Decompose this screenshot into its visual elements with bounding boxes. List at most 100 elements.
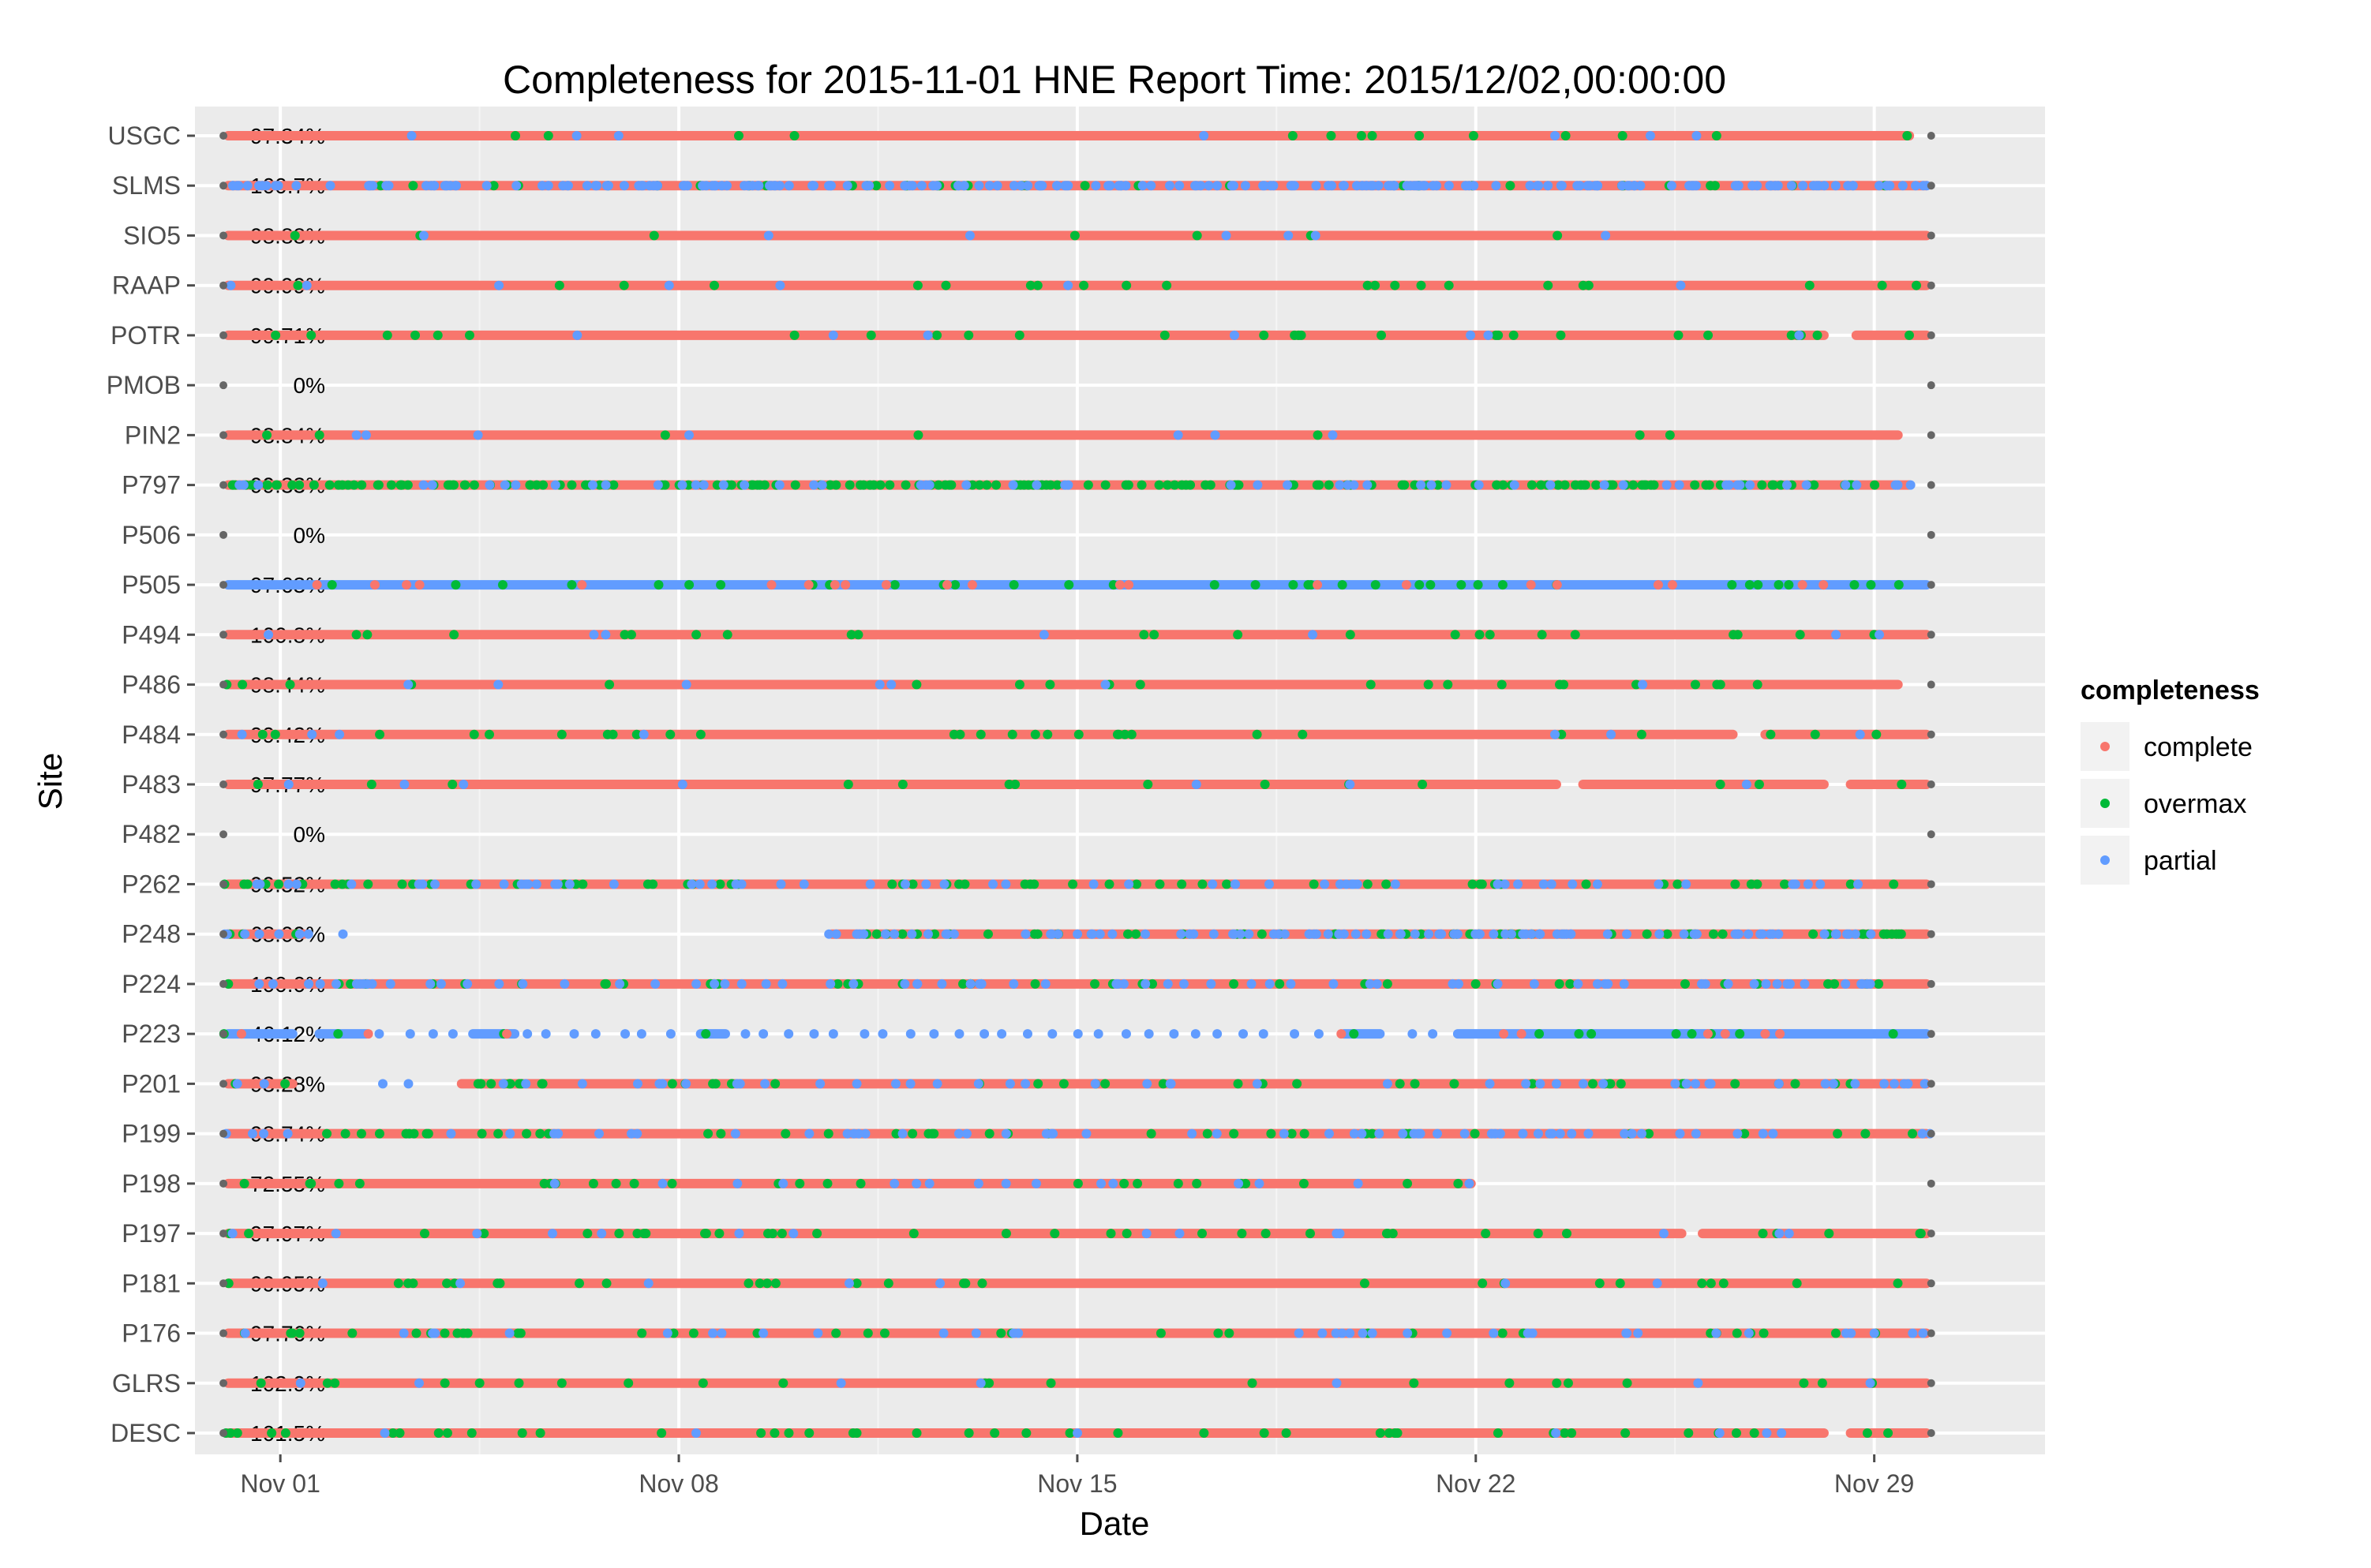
partial-point — [924, 480, 935, 490]
complete-point — [236, 1029, 246, 1039]
overmax-point — [1233, 630, 1243, 640]
partial-point — [1063, 280, 1073, 290]
overmax-point — [1370, 280, 1380, 290]
partial-point — [500, 480, 510, 490]
overmax-point — [451, 580, 461, 590]
overmax-point — [1526, 480, 1537, 490]
overmax-point — [1874, 979, 1884, 989]
overmax-point — [976, 729, 986, 739]
partial-point — [1253, 480, 1263, 490]
overmax-point — [515, 1328, 526, 1338]
overmax-point — [1014, 330, 1024, 340]
partial-point — [1550, 729, 1560, 739]
partial-point — [1732, 480, 1743, 490]
overmax-point — [1570, 630, 1580, 640]
overmax-point — [532, 480, 542, 490]
partial-point — [695, 879, 705, 889]
overmax-point — [908, 879, 918, 889]
partial-point — [923, 330, 933, 340]
overmax-point — [238, 679, 248, 690]
overmax-point — [855, 480, 865, 490]
partial-point — [1741, 780, 1751, 789]
overmax-point — [1159, 330, 1170, 340]
partial-point — [731, 879, 741, 889]
end-endpoint — [1927, 1279, 1935, 1288]
partial-point — [1785, 979, 1795, 989]
overmax-point — [1133, 1178, 1143, 1188]
partial-point — [1820, 1079, 1830, 1089]
overmax-point — [1790, 1079, 1800, 1089]
partial-point — [1308, 630, 1318, 640]
partial-point — [549, 1178, 560, 1188]
overmax-point — [1744, 580, 1755, 590]
end-endpoint — [1927, 530, 1935, 539]
overmax-point — [1752, 679, 1762, 690]
start-endpoint — [219, 1179, 228, 1188]
overmax-point — [1871, 729, 1882, 739]
overmax-point — [1878, 929, 1889, 939]
partial-point — [1578, 1079, 1588, 1089]
y-tick-label: P797 — [122, 471, 181, 500]
partial-point — [1328, 430, 1338, 440]
overmax-point — [1149, 630, 1159, 640]
partial-point — [1567, 1128, 1577, 1139]
partial-point — [1744, 1328, 1754, 1338]
overmax-point — [1324, 480, 1334, 490]
overmax-point — [1636, 729, 1646, 739]
complete-point — [830, 580, 840, 590]
partial-point — [307, 729, 317, 739]
partial-point — [590, 1029, 601, 1039]
overmax-point — [442, 1278, 452, 1289]
partial-point — [1509, 480, 1519, 490]
overmax-point — [1690, 679, 1700, 690]
legend: completeness complete overmax partial — [2081, 675, 2260, 885]
overmax-point — [1365, 679, 1376, 690]
partial-point — [253, 480, 264, 490]
partial-point — [722, 181, 732, 191]
partial-point — [691, 1428, 701, 1438]
partial-point — [1144, 1029, 1154, 1039]
overmax-point — [1665, 430, 1675, 440]
partial-point — [1556, 181, 1566, 191]
partial-point — [848, 1128, 859, 1139]
partial-point — [1635, 181, 1646, 191]
chart-title: Completeness for 2015-11-01 HNE Report T… — [503, 58, 1726, 102]
legend-swatch — [2100, 855, 2110, 865]
overmax-point — [1706, 1278, 1716, 1289]
partial-point — [1794, 330, 1804, 340]
site-rows: 97.34% 100.7% 98.88% 99.99% 99.71% 0% 98.84% 99… — [219, 124, 1935, 1446]
partial-point — [1551, 1428, 1561, 1438]
partial-point — [900, 979, 910, 989]
overmax-point — [614, 1229, 624, 1239]
partial-point — [1676, 280, 1686, 290]
overmax-point — [581, 480, 591, 490]
partial-point — [1691, 929, 1702, 939]
y-tick-label: PIN2 — [125, 421, 181, 449]
overmax-point — [473, 1079, 483, 1089]
overmax-point — [975, 480, 985, 490]
overmax-point — [459, 1328, 469, 1338]
overmax-point — [294, 1328, 305, 1338]
overmax-point — [716, 580, 726, 590]
overmax-point — [567, 580, 577, 590]
overmax-point — [517, 1428, 527, 1438]
overmax-point — [1758, 1229, 1768, 1239]
overmax-point — [1197, 879, 1208, 889]
partial-point — [1189, 929, 1199, 939]
legend-label: complete — [2144, 732, 2253, 762]
y-tick-label: P224 — [122, 970, 181, 998]
overmax-point — [609, 480, 619, 490]
partial-point — [1264, 979, 1275, 989]
overmax-point — [789, 131, 800, 140]
partial-point — [1053, 929, 1063, 939]
overmax-point — [1299, 1128, 1309, 1139]
partial-point — [268, 979, 278, 989]
partial-point — [399, 1328, 409, 1338]
partial-point — [1819, 181, 1830, 191]
y-tick-label: P483 — [122, 770, 181, 799]
partial-point — [1088, 929, 1098, 939]
partial-point — [1714, 1428, 1725, 1438]
partial-point — [1545, 480, 1556, 490]
overmax-point — [897, 780, 908, 789]
partial-point — [232, 181, 242, 191]
